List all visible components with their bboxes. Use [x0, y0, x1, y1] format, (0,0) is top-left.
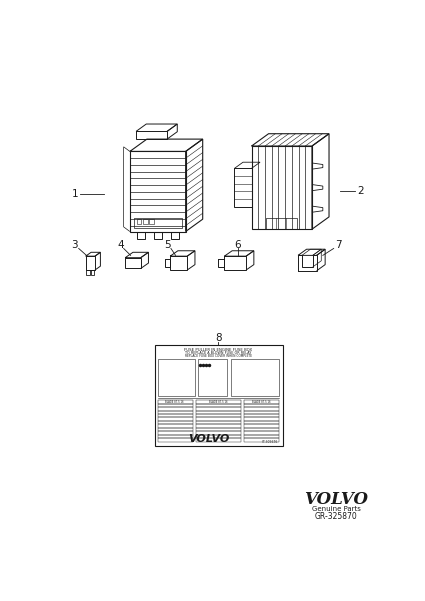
Bar: [244, 424, 279, 428]
Bar: [158, 400, 193, 404]
Bar: [196, 438, 241, 442]
Bar: [244, 410, 279, 414]
Text: GR-325870: GR-325870: [314, 512, 357, 521]
Bar: [196, 414, 241, 418]
Text: 2: 2: [357, 186, 364, 197]
Bar: [196, 404, 241, 407]
Bar: [196, 428, 241, 432]
Bar: [244, 421, 279, 424]
Text: REPLACE FUSE BOX COVER WHEN COMPLETE: REPLACE FUSE BOX COVER WHEN COMPLETE: [184, 354, 252, 358]
Text: VOLVO: VOLVO: [188, 435, 230, 444]
Text: 7: 7: [335, 240, 342, 251]
Bar: [158, 428, 193, 432]
Bar: [196, 400, 241, 404]
Bar: [158, 404, 193, 407]
Text: BLADE 87.5 16: BLADE 87.5 16: [252, 400, 271, 404]
Bar: [196, 421, 241, 424]
Bar: [244, 435, 279, 438]
Bar: [196, 432, 241, 435]
Text: 8: 8: [215, 333, 221, 343]
Text: 6: 6: [234, 240, 241, 251]
Bar: [158, 410, 193, 414]
Bar: [158, 418, 193, 421]
Bar: [244, 418, 279, 421]
Text: 4: 4: [117, 240, 124, 251]
Text: BLADE 87.5 16: BLADE 87.5 16: [209, 400, 227, 404]
Bar: [158, 424, 193, 428]
Bar: [198, 359, 227, 395]
Bar: [244, 400, 279, 404]
Bar: [196, 435, 241, 438]
Text: Genuine Parts: Genuine Parts: [312, 507, 360, 513]
Bar: [158, 432, 193, 435]
Text: FUSE PULLER IN ENGINE FUSE BOX: FUSE PULLER IN ENGINE FUSE BOX: [184, 348, 252, 352]
Bar: [244, 404, 279, 407]
Bar: [158, 435, 193, 438]
Bar: [196, 424, 241, 428]
Bar: [196, 407, 241, 410]
Bar: [196, 418, 241, 421]
Bar: [244, 438, 279, 442]
Text: 5: 5: [164, 240, 171, 251]
Bar: [155, 346, 283, 445]
Bar: [158, 359, 195, 395]
Bar: [244, 414, 279, 418]
Bar: [244, 428, 279, 432]
Bar: [244, 432, 279, 435]
Bar: [231, 359, 279, 395]
Bar: [158, 407, 193, 410]
Bar: [158, 421, 193, 424]
Text: 1: 1: [71, 189, 78, 199]
Bar: [158, 414, 193, 418]
Text: TO REPLACE A BLOWN FUSE OR RELAY: TO REPLACE A BLOWN FUSE OR RELAY: [185, 351, 251, 355]
Text: VT-305676: VT-305676: [262, 440, 279, 444]
Bar: [158, 438, 193, 442]
Text: 3: 3: [71, 240, 78, 251]
Bar: [244, 407, 279, 410]
Text: BLADE 87.5 16: BLADE 87.5 16: [165, 400, 184, 404]
Bar: [196, 410, 241, 414]
Text: VOLVO: VOLVO: [304, 491, 368, 508]
